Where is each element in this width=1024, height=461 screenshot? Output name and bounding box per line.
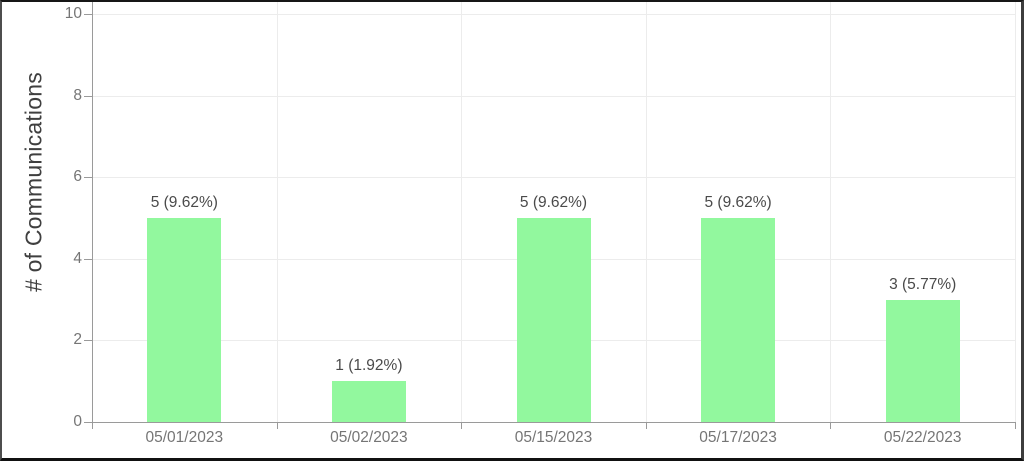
x-tick-mark bbox=[92, 422, 93, 429]
x-tick-mark bbox=[645, 422, 647, 429]
bar-value-label: 3 (5.77%) bbox=[889, 275, 957, 293]
y-tick-label: 0 bbox=[73, 413, 82, 430]
x-tick-mark bbox=[1015, 422, 1016, 429]
y-tick-label: 8 bbox=[73, 86, 82, 104]
y-axis-title: # of Communications bbox=[20, 72, 47, 292]
x-tick-label: 05/17/2023 bbox=[699, 429, 777, 446]
y-tick-mark bbox=[84, 258, 92, 260]
y-tick-mark bbox=[84, 422, 92, 423]
bar-value-label: 5 (9.62%) bbox=[519, 194, 588, 211]
gridline-horizontal bbox=[92, 177, 1015, 179]
y-tick-label: 2 bbox=[73, 331, 82, 349]
gridline-horizontal bbox=[92, 95, 1015, 97]
y-tick-mark bbox=[84, 95, 92, 97]
bar[interactable] bbox=[516, 218, 591, 422]
y-tick-mark bbox=[84, 14, 92, 15]
x-tick-mark bbox=[461, 422, 463, 429]
gridline-vertical bbox=[1015, 2, 1016, 422]
x-tick-label: 05/22/2023 bbox=[883, 429, 962, 446]
bar[interactable] bbox=[147, 218, 222, 422]
bar-value-label: 1 (1.92%) bbox=[335, 357, 403, 375]
x-tick-label: 05/02/2023 bbox=[330, 429, 408, 446]
y-tick-label: 6 bbox=[73, 168, 82, 186]
gridline-vertical bbox=[276, 2, 278, 422]
x-tick-label: 05/15/2023 bbox=[514, 429, 593, 446]
x-tick-mark bbox=[830, 422, 832, 429]
y-tick-mark bbox=[84, 340, 92, 342]
y-tick-label: 4 bbox=[73, 249, 82, 267]
gridline-vertical bbox=[461, 2, 463, 422]
y-tick-mark bbox=[84, 177, 92, 179]
x-axis-line bbox=[92, 422, 1016, 423]
y-tick-label: 10 bbox=[64, 5, 82, 22]
bar[interactable] bbox=[701, 218, 776, 422]
bar[interactable] bbox=[331, 381, 406, 422]
gridline-vertical bbox=[645, 2, 647, 422]
x-tick-mark bbox=[276, 422, 278, 429]
x-tick-label: 05/01/2023 bbox=[145, 429, 224, 446]
gridline-vertical bbox=[830, 2, 832, 422]
bar-value-label: 5 (9.62%) bbox=[704, 194, 772, 211]
y-axis-line bbox=[92, 2, 93, 422]
bar[interactable] bbox=[885, 299, 960, 422]
gridline-horizontal bbox=[92, 14, 1015, 15]
bar-value-label: 5 (9.62%) bbox=[150, 194, 218, 211]
